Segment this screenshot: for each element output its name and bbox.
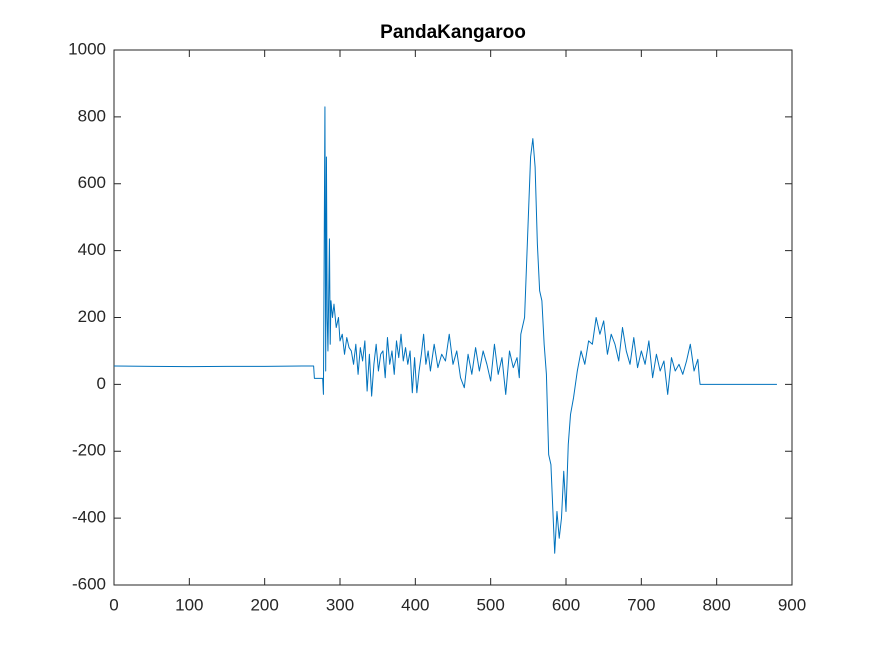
x-tick-label: 500 (476, 595, 504, 614)
x-tick-label: 0 (109, 595, 118, 614)
data-line (113, 106, 777, 554)
x-tick-label: 300 (326, 595, 354, 614)
y-tick-label: -400 (72, 508, 106, 527)
chart-title: PandaKangaroo (380, 22, 526, 43)
y-tick-label: -600 (72, 574, 106, 593)
x-tick-label: 400 (401, 595, 429, 614)
y-tick-label: 400 (78, 240, 106, 259)
x-tick-label: 200 (250, 595, 278, 614)
y-tick-label: 200 (78, 307, 106, 326)
y-tick-label: 800 (78, 106, 106, 125)
y-tick-label: -200 (72, 441, 106, 460)
plot-area (113, 49, 793, 586)
y-tick-label: 0 (97, 374, 106, 393)
x-tick-label: 900 (778, 595, 806, 614)
x-tick-label: 700 (627, 595, 655, 614)
x-tick-label: 800 (702, 595, 730, 614)
y-tick-label: 1000 (68, 39, 106, 58)
x-tick-label: 600 (552, 595, 580, 614)
x-tick-label: 100 (175, 595, 203, 614)
y-tick-label: 600 (78, 173, 106, 192)
